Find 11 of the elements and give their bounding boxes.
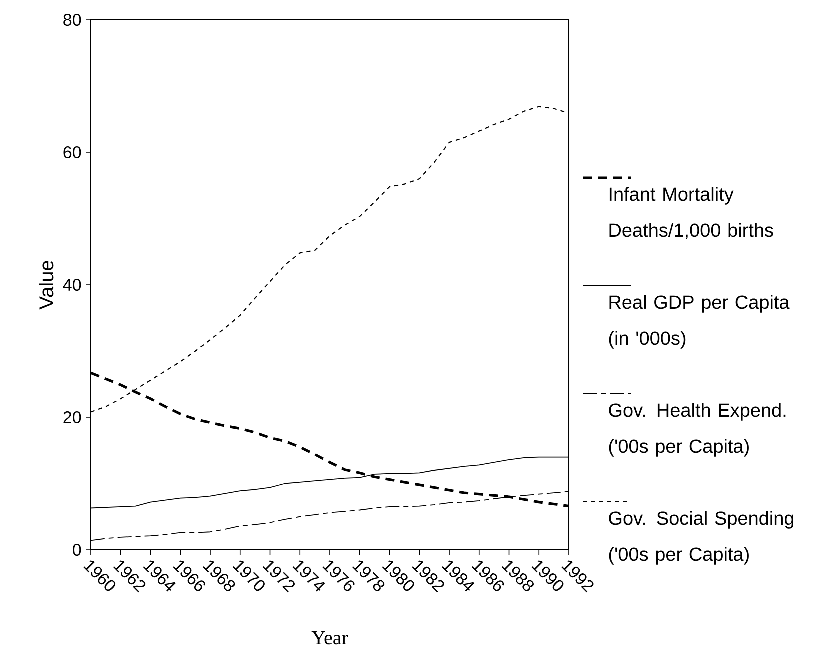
legend-label: Gov. Social Spending ('00s per Capita) [609, 511, 794, 565]
y-tick-label: 40 [63, 278, 82, 292]
y-axis-title: Value [39, 261, 54, 310]
y-tick-label: 20 [64, 411, 82, 424]
y-tick-label: 80 [64, 14, 82, 26]
y-tick-label: 0 [73, 544, 82, 556]
y-tick-label: 60 [64, 146, 82, 159]
legend-label: Infant Mortality Deaths/1,000 births [610, 187, 774, 240]
legend-label: Real GDP per Capita (in '000s) [609, 295, 790, 349]
legend-label: Gov. Health Expend. ('00s per Capita) [609, 403, 786, 457]
x-axis-title: Year [312, 631, 348, 645]
